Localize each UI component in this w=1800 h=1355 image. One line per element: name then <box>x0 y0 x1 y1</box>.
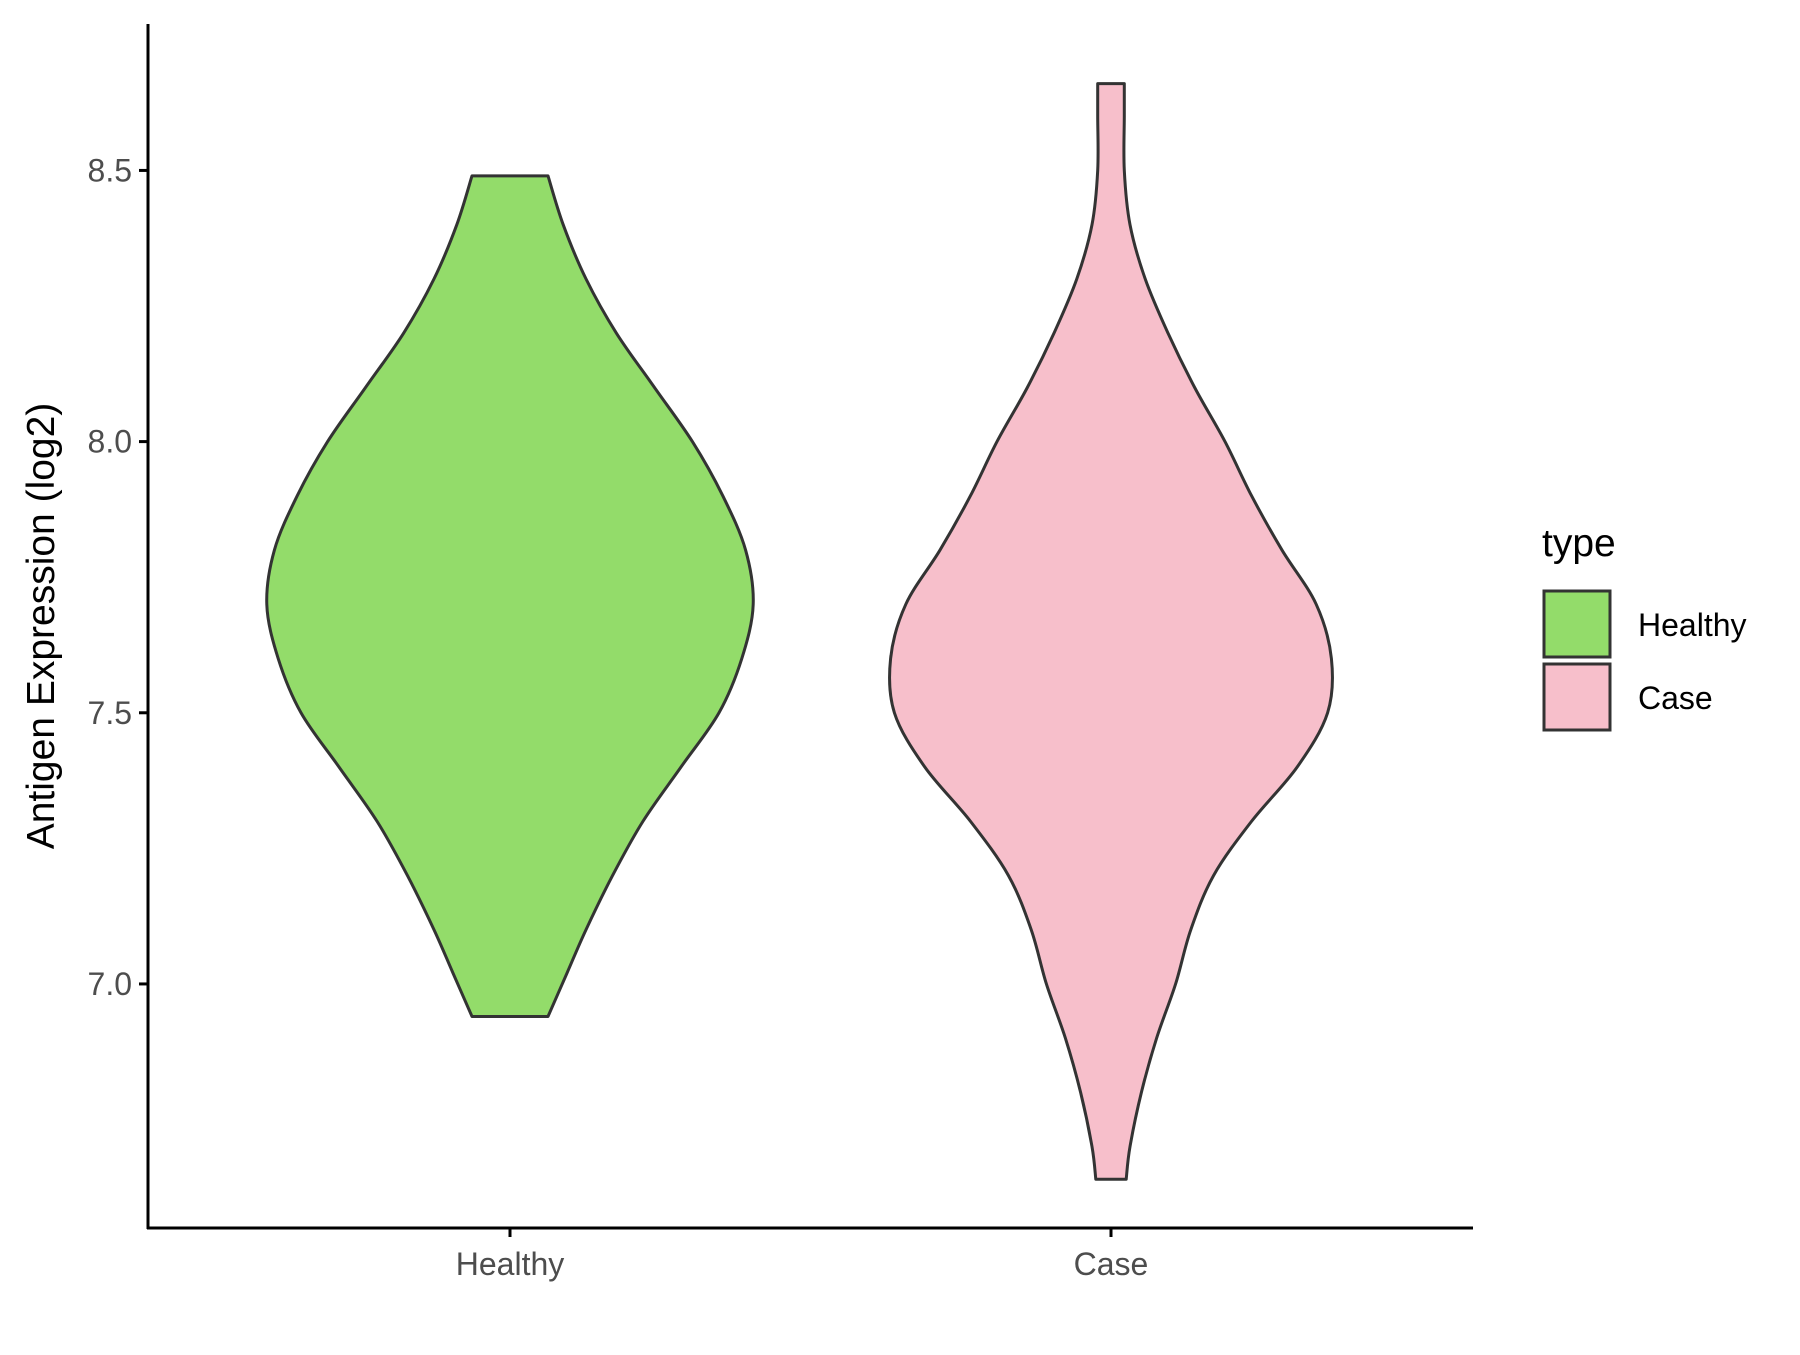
x-tick-label: Healthy <box>456 1246 565 1282</box>
legend-label-healthy: Healthy <box>1638 607 1747 643</box>
x-axis-ticks: Healthy Case <box>456 1228 1149 1282</box>
y-axis-title: Antigen Expression (log2) <box>20 403 63 850</box>
y-tick-label: 8.5 <box>88 152 132 188</box>
legend: type Healthy Case <box>1542 522 1747 732</box>
y-tick-label: 7.0 <box>88 966 132 1002</box>
legend-items: Healthy Case <box>1542 589 1747 732</box>
legend-swatch-healthy <box>1542 589 1612 659</box>
y-tick-label: 7.5 <box>88 695 132 731</box>
violin-case <box>887 82 1335 1181</box>
legend-label-case: Case <box>1638 680 1713 716</box>
legend-swatch-case <box>1542 662 1612 732</box>
y-axis-ticks: 7.0 7.5 8.0 8.5 <box>88 152 148 1002</box>
y-tick-label: 8.0 <box>88 424 132 460</box>
x-tick-label: Case <box>1074 1246 1149 1282</box>
violin-layer <box>265 82 1335 1181</box>
legend-title: type <box>1542 522 1616 565</box>
violin-healthy <box>265 174 755 1018</box>
